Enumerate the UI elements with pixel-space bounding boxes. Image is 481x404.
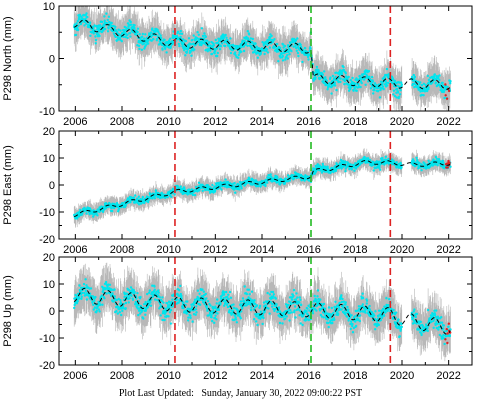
x-tick-label: 2016 [296, 244, 320, 256]
x-tick-label: 2018 [343, 370, 367, 382]
y-tick-label: 0 [49, 54, 55, 66]
y-axis-label: P298 North (mm) [2, 16, 14, 100]
y-tick-label: 20 [43, 126, 55, 138]
y-tick-label: 20 [43, 252, 55, 264]
x-tick-label: 2014 [250, 116, 274, 128]
panel-2: -20 -10 0 10 20 2006 2008 2010 2012 2014 2016 2018 2… [2, 126, 473, 256]
y-tick-label: -10 [39, 333, 55, 345]
y-tick-label: -10 [39, 106, 55, 118]
x-tick-label: 2022 [436, 116, 460, 128]
trend-line-3 [73, 287, 451, 335]
x-tick-label: 2016 [296, 370, 320, 382]
x-tick-label: 2010 [156, 244, 180, 256]
x-tick-label: 2006 [63, 116, 87, 128]
x-tick-label: 2012 [203, 370, 227, 382]
x-tick-label: 2008 [110, 244, 134, 256]
y-tick-label: -10 [39, 207, 55, 219]
x-tick-label: 2006 [63, 244, 87, 256]
x-tick-label: 2012 [203, 116, 227, 128]
x-tick-label: 2022 [436, 370, 460, 382]
y-axis-label: P298 Up (mm) [2, 275, 14, 347]
x-tick-label: 2008 [110, 116, 134, 128]
panel-data-3 [73, 262, 452, 362]
x-tick-label: 2010 [156, 370, 180, 382]
x-tick-label: 2018 [343, 244, 367, 256]
x-tick-label: 2020 [390, 244, 414, 256]
panel-data-2 [73, 148, 452, 228]
x-tick-label: 2020 [390, 116, 414, 128]
panel-3: -20 -10 0 10 20 2006 2008 2010 2012 2014 2016 2018 2… [2, 252, 473, 382]
x-tick-label: 2020 [390, 370, 414, 382]
x-tick-label: 2006 [63, 370, 87, 382]
recent-points-3 [444, 322, 452, 345]
x-tick-label: 2014 [250, 244, 274, 256]
errorbars-1 [73, 6, 451, 111]
x-tick-label: 2022 [436, 244, 460, 256]
y-tick-label: -20 [39, 234, 55, 246]
x-tick-label: 2008 [110, 370, 134, 382]
y-tick-label: 10 [43, 153, 55, 165]
y-axis-label: P298 East (mm) [2, 145, 14, 224]
y-tick-label: -20 [39, 360, 55, 372]
x-tick-label: 2012 [203, 244, 227, 256]
panel-data-1 [73, 6, 452, 111]
x-tick-label: 2014 [250, 370, 274, 382]
trend-line-2 [74, 159, 451, 217]
y-tick-label: 0 [49, 306, 55, 318]
recent-points-1 [444, 83, 451, 100]
footer-timestamp: Sunday, January 30, 2022 09:00:22 PST [201, 388, 363, 399]
x-tick-label: 2010 [156, 116, 180, 128]
panel-1: -10 0 10 2006 2008 2010 2012 2014 2016 2018 2020 20… [2, 1, 473, 128]
y-tick-label: 10 [43, 1, 55, 13]
plot-footer: Plot Last Updated: Sunday, January 30, 2… [0, 388, 481, 399]
footer-label: Plot Last Updated: [118, 388, 194, 399]
y-tick-label: 10 [43, 279, 55, 291]
x-tick-label: 2018 [343, 116, 367, 128]
x-tick-label: 2016 [296, 116, 320, 128]
y-tick-label: 0 [49, 180, 55, 192]
